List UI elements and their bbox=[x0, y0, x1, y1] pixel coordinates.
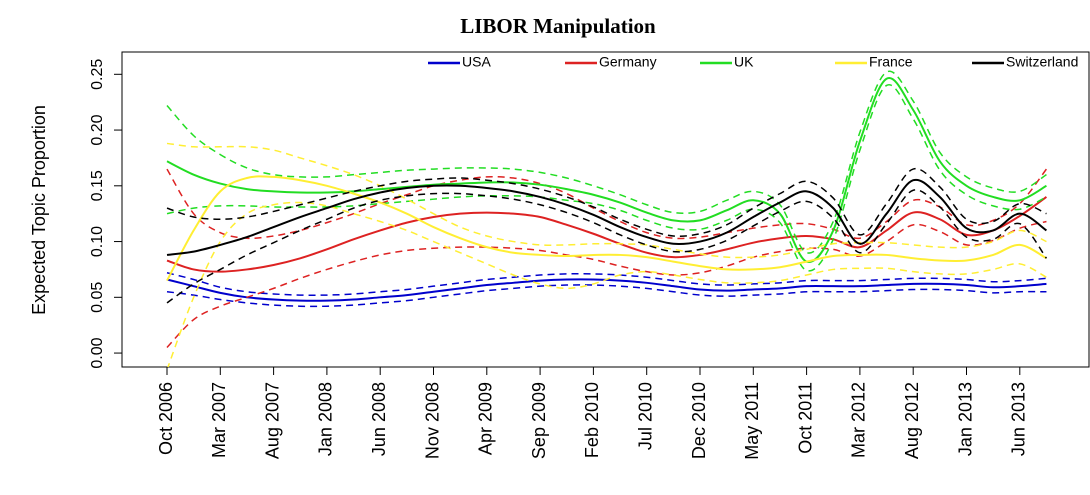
x-tick-label: Dec 2010 bbox=[689, 382, 709, 459]
x-tick-label: Jun 2013 bbox=[1009, 382, 1029, 456]
legend-label: USA bbox=[462, 54, 491, 70]
lower-band bbox=[166, 189, 1048, 304]
x-tick-label: May 2011 bbox=[742, 382, 762, 460]
legend-label: France bbox=[869, 54, 913, 70]
y-tick-label: 0.20 bbox=[89, 114, 106, 145]
upper-band bbox=[166, 168, 1048, 240]
x-tick-label: Mar 2012 bbox=[849, 382, 869, 458]
x-tick-label: Jul 2010 bbox=[635, 382, 655, 450]
line bbox=[166, 178, 1048, 256]
y-tick-label: 0.00 bbox=[89, 337, 106, 368]
upper-band bbox=[166, 167, 1047, 237]
plot-frame bbox=[121, 51, 1090, 368]
x-tick-label: Sep 2009 bbox=[529, 382, 549, 459]
lower-band bbox=[166, 284, 1047, 308]
lower-band bbox=[166, 220, 1047, 349]
x-tick-label: Mar 2007 bbox=[209, 382, 229, 458]
lower-band bbox=[166, 84, 1047, 272]
x-tick-label: Nov 2008 bbox=[422, 382, 442, 459]
upper-band bbox=[166, 142, 1047, 259]
chart-title: LIBOR Manipulation bbox=[460, 14, 656, 38]
legend-label: UK bbox=[734, 54, 754, 70]
y-tick-label: 0.25 bbox=[89, 59, 106, 90]
y-tick-label: 0.15 bbox=[89, 170, 106, 201]
lower-band bbox=[167, 201, 1047, 367]
x-tick-label: Apr 2009 bbox=[476, 382, 496, 455]
x-tick-label: Feb 2010 bbox=[582, 382, 602, 458]
y-tick-label: 0.10 bbox=[89, 226, 106, 257]
x-tick-label: Jan 2013 bbox=[955, 382, 975, 456]
legend-label: Germany bbox=[599, 54, 657, 70]
line bbox=[166, 77, 1047, 263]
line bbox=[166, 196, 1048, 273]
plot-area bbox=[166, 70, 1048, 367]
legend-label: Switzerland bbox=[1006, 54, 1078, 70]
line bbox=[166, 175, 1047, 282]
x-tick-label: Jun 2008 bbox=[369, 382, 389, 456]
x-tick-label: Aug 2012 bbox=[902, 382, 922, 459]
x-tick-label: Oct 2006 bbox=[156, 382, 176, 455]
y-axis-label: Expected Topic Proportion bbox=[29, 105, 49, 315]
upper-band bbox=[166, 70, 1047, 254]
x-tick-label: Aug 2007 bbox=[262, 382, 282, 459]
upper-band bbox=[166, 272, 1047, 296]
y-tick-label: 0.05 bbox=[89, 282, 106, 313]
x-tick-label: Jan 2008 bbox=[316, 382, 336, 456]
x-tick-label: Oct 2011 bbox=[795, 382, 815, 454]
